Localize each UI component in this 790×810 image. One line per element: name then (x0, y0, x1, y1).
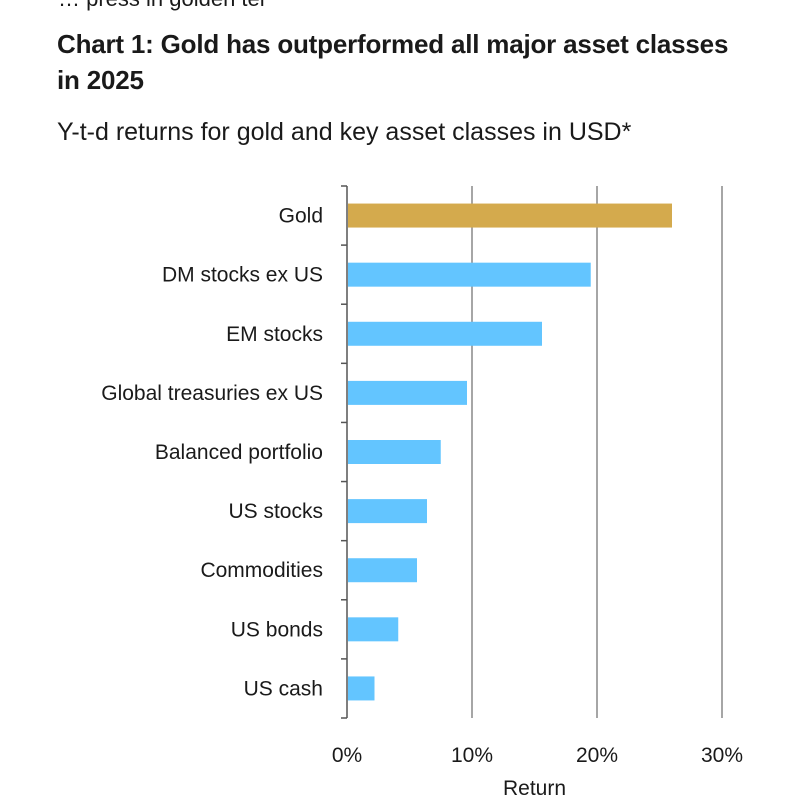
cut-off-text: … press in golden ter (58, 0, 267, 12)
category-label-4: Balanced portfolio (155, 441, 323, 464)
category-label-6: Commodities (200, 559, 323, 582)
category-label-8: US cash (244, 677, 323, 700)
x-tick-labels: 0% 10% 20% 30% (332, 744, 743, 767)
bar-8 (348, 676, 375, 701)
bars (348, 203, 672, 701)
x-tick-label-1: 10% (451, 744, 493, 767)
chart-title: Chart 1: Gold has outperformed all major… (57, 29, 729, 95)
category-label-7: US bonds (231, 618, 323, 641)
bar-7 (348, 617, 399, 642)
bar-6 (348, 558, 417, 583)
category-label-0: Gold (279, 205, 323, 228)
category-label-3: Global treasuries ex US (101, 382, 323, 405)
category-label-2: EM stocks (226, 323, 323, 346)
bar-2 (348, 321, 542, 346)
x-axis-title: Return (503, 777, 566, 800)
x-tick-label-0: 0% (332, 744, 362, 767)
x-tick-label-3: 30% (701, 744, 743, 767)
bar-5 (348, 499, 427, 524)
category-label-5: US stocks (228, 500, 323, 523)
bar-3 (348, 380, 467, 405)
category-labels: Gold DM stocks ex US EM stocks Global treas… (101, 205, 323, 701)
bar-0 (348, 203, 672, 228)
y-axis (341, 185, 348, 719)
bar-4 (348, 440, 441, 464)
chart-subtitle: Y-t-d returns for gold and key asset cla… (57, 118, 632, 146)
x-tick-label-2: 20% (576, 744, 618, 767)
bar-1 (348, 262, 591, 287)
category-label-1: DM stocks ex US (162, 264, 323, 287)
